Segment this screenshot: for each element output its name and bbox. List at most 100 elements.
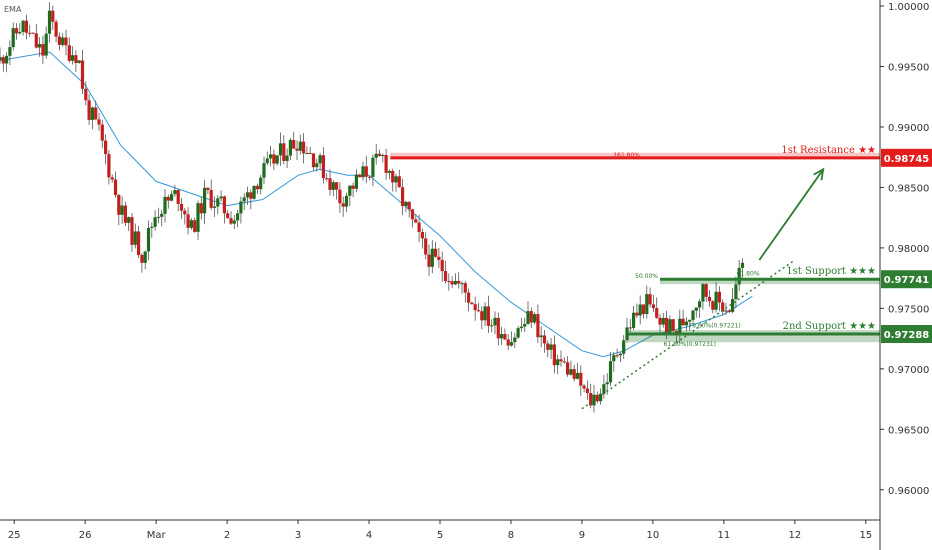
candle-up (21, 20, 25, 33)
candle-down (28, 32, 32, 34)
candle-up (259, 177, 263, 190)
candle-up (133, 231, 137, 245)
x-tick-label: 2 (224, 530, 230, 541)
candle-down (341, 203, 345, 207)
candle-down (566, 362, 570, 375)
candle-down (437, 256, 441, 260)
candle-up (533, 314, 537, 323)
x-tick-label: 12 (788, 530, 801, 541)
candle-up (569, 369, 573, 375)
support-label: 1st Support ★★★ (786, 266, 876, 277)
candle-up (196, 203, 200, 232)
candle-up (509, 342, 514, 346)
candle-up (599, 393, 603, 402)
candle-up (483, 306, 487, 321)
candle-up (394, 176, 398, 183)
candle-up (5, 55, 9, 64)
candle-up (575, 372, 580, 379)
candle-up (150, 226, 154, 228)
candle-down (476, 310, 481, 312)
candle-up (691, 310, 695, 320)
candle-up (143, 251, 147, 263)
candle-up (592, 394, 596, 406)
candle-down (595, 394, 599, 402)
candle-up (500, 334, 504, 339)
candle-down (401, 187, 405, 207)
candle-up (374, 153, 378, 158)
indicator-label: EMA (4, 5, 22, 14)
candle-up (348, 185, 352, 196)
candle-up (361, 166, 365, 178)
candle-down (179, 203, 184, 211)
candle-up (694, 307, 698, 311)
candle-down (628, 327, 632, 329)
candle-down (384, 155, 388, 173)
candle-up (245, 192, 250, 198)
candle-down (463, 283, 467, 293)
candle-down (397, 176, 401, 188)
candle-down (311, 153, 316, 168)
candle-down (1, 57, 5, 64)
x-tick-label: 3 (295, 530, 301, 541)
candle-up (371, 157, 375, 177)
candle-down (100, 124, 104, 141)
arrow-head (813, 167, 825, 181)
candle-up (430, 248, 434, 267)
candle-down (222, 196, 226, 214)
candle-up (232, 220, 236, 224)
candle-down (651, 304, 655, 309)
candle-down (470, 302, 474, 305)
x-tick-label: 15 (859, 530, 872, 541)
candle-down (41, 44, 45, 56)
candle-up (549, 344, 553, 350)
candle-up (8, 47, 12, 56)
candle-up (38, 44, 42, 48)
candle-up (212, 206, 217, 208)
candle-down (391, 170, 395, 183)
candle-down (24, 20, 28, 33)
candle-down (80, 60, 85, 89)
candle-down (635, 312, 639, 316)
y-tick-label: 0.97500 (888, 304, 929, 315)
candle-down (407, 201, 411, 210)
candle-up (252, 185, 256, 199)
candle-down (34, 33, 38, 48)
resistance-zone (390, 152, 880, 157)
candle-up (262, 163, 266, 178)
candle-down (496, 317, 500, 339)
candle-up (0, 57, 2, 61)
candle-down (658, 317, 662, 325)
candle-up (160, 213, 164, 217)
candle-down (552, 344, 556, 366)
candle-up (625, 327, 629, 341)
candle-down (308, 153, 312, 155)
x-tick-label: 26 (79, 530, 92, 541)
candle-down (486, 306, 490, 326)
candle-down (229, 218, 233, 224)
candle-up (556, 359, 560, 366)
candle-down (110, 177, 114, 180)
candle-down (704, 284, 708, 297)
candle-down (31, 32, 35, 34)
y-tick-label: 0.96000 (888, 486, 929, 497)
candle-down (67, 45, 71, 61)
candle-up (526, 311, 530, 324)
candle-down (57, 36, 61, 45)
candle-up (170, 194, 174, 201)
y-tick-label: 1.00000 (888, 2, 929, 13)
candle-down (295, 148, 299, 151)
candle-down (64, 37, 68, 46)
x-tick-label: 25 (8, 530, 21, 541)
candle-up (605, 382, 609, 385)
candle-up (318, 155, 322, 164)
candle-down (302, 141, 306, 154)
candle-up (269, 154, 273, 159)
fib-extra-label: 61.80% (737, 271, 760, 278)
candle-down (130, 217, 134, 245)
candle-up (632, 312, 636, 328)
candle-up (44, 33, 48, 56)
candle-down (562, 361, 566, 363)
candle-up (173, 190, 177, 195)
candle-up (493, 317, 497, 326)
